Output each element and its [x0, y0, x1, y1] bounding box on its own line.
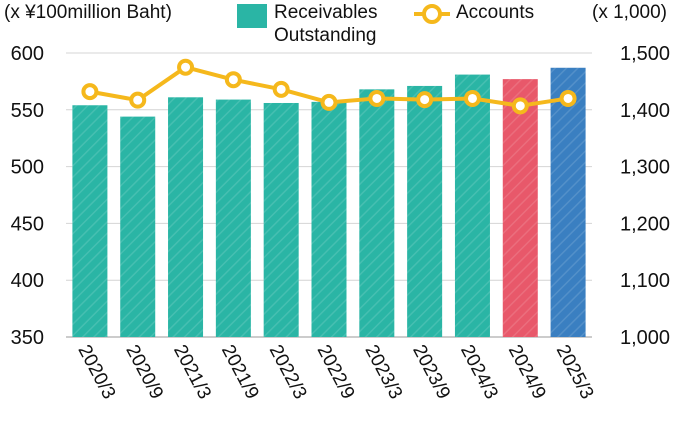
bar-2022/3 — [263, 102, 299, 337]
right-tick-label: 1,100 — [620, 270, 670, 292]
bar-2020/3 — [72, 105, 108, 337]
bar-2021/3 — [168, 97, 204, 337]
accounts-point-2025/3 — [559, 89, 577, 107]
left-tick-label: 600 — [11, 43, 44, 65]
legend-bar-label-line-2: Outstanding — [274, 25, 377, 46]
x-tick-label: 2020/3 — [73, 341, 119, 402]
accounts-point-2024/3 — [463, 89, 481, 107]
bar-2024/3 — [454, 74, 490, 338]
x-tick-label: 2024/3 — [456, 341, 502, 402]
legend-bar-swatch — [237, 4, 267, 28]
right-axis-unit-label: (x 1,000) — [592, 2, 667, 23]
accounts-point-2024/9 — [511, 97, 529, 115]
x-tick-label: 2021/3 — [169, 341, 215, 402]
x-tick-label: 2023/9 — [408, 341, 454, 402]
right-tick-label: 1,400 — [620, 100, 670, 122]
bar-2023/3 — [359, 89, 395, 338]
x-tick-label: 2021/9 — [217, 341, 263, 402]
accounts-point-2023/9 — [416, 91, 434, 109]
legend-bar-label: Receivables Outstanding — [274, 1, 404, 47]
right-tick-label: 1,000 — [620, 327, 670, 349]
bar-2023/9 — [407, 85, 443, 337]
right-tick-label: 1,200 — [620, 213, 670, 235]
left-tick-label: 500 — [11, 157, 44, 179]
bar-2022/9 — [311, 101, 347, 338]
x-tick-label: 2020/9 — [121, 341, 167, 402]
legend-line-marker — [414, 4, 450, 24]
x-tick-label: 2023/3 — [360, 341, 406, 402]
accounts-point-2020/3 — [81, 83, 99, 101]
x-tick-label: 2022/3 — [265, 341, 311, 402]
accounts-point-2023/3 — [368, 89, 386, 107]
bar-2020/9 — [120, 116, 156, 337]
left-axis-unit-label: (x ¥100million Baht) — [4, 2, 172, 23]
accounts-point-2021/3 — [177, 58, 195, 76]
left-tick-label: 550 — [11, 100, 44, 122]
x-tick-label: 2024/9 — [504, 341, 550, 402]
x-tick-label: 2025/3 — [552, 341, 598, 402]
accounts-point-2022/3 — [272, 80, 290, 98]
accounts-point-2020/9 — [129, 91, 147, 109]
legend-line-label: Accounts — [456, 2, 535, 23]
bar-2021/9 — [215, 99, 251, 338]
bar-2024/9 — [502, 79, 538, 338]
left-tick-label: 400 — [11, 270, 44, 292]
left-tick-label: 450 — [11, 213, 44, 235]
legend-bar-label-line-1: Receivables — [274, 2, 378, 23]
x-tick-label: 2022/9 — [313, 341, 359, 402]
right-tick-label: 1,500 — [620, 43, 670, 65]
accounts-point-2022/9 — [320, 93, 338, 111]
accounts-point-2021/9 — [224, 71, 242, 89]
left-tick-label: 350 — [11, 327, 44, 349]
right-tick-label: 1,300 — [620, 157, 670, 179]
bar-2025/3 — [550, 67, 586, 337]
